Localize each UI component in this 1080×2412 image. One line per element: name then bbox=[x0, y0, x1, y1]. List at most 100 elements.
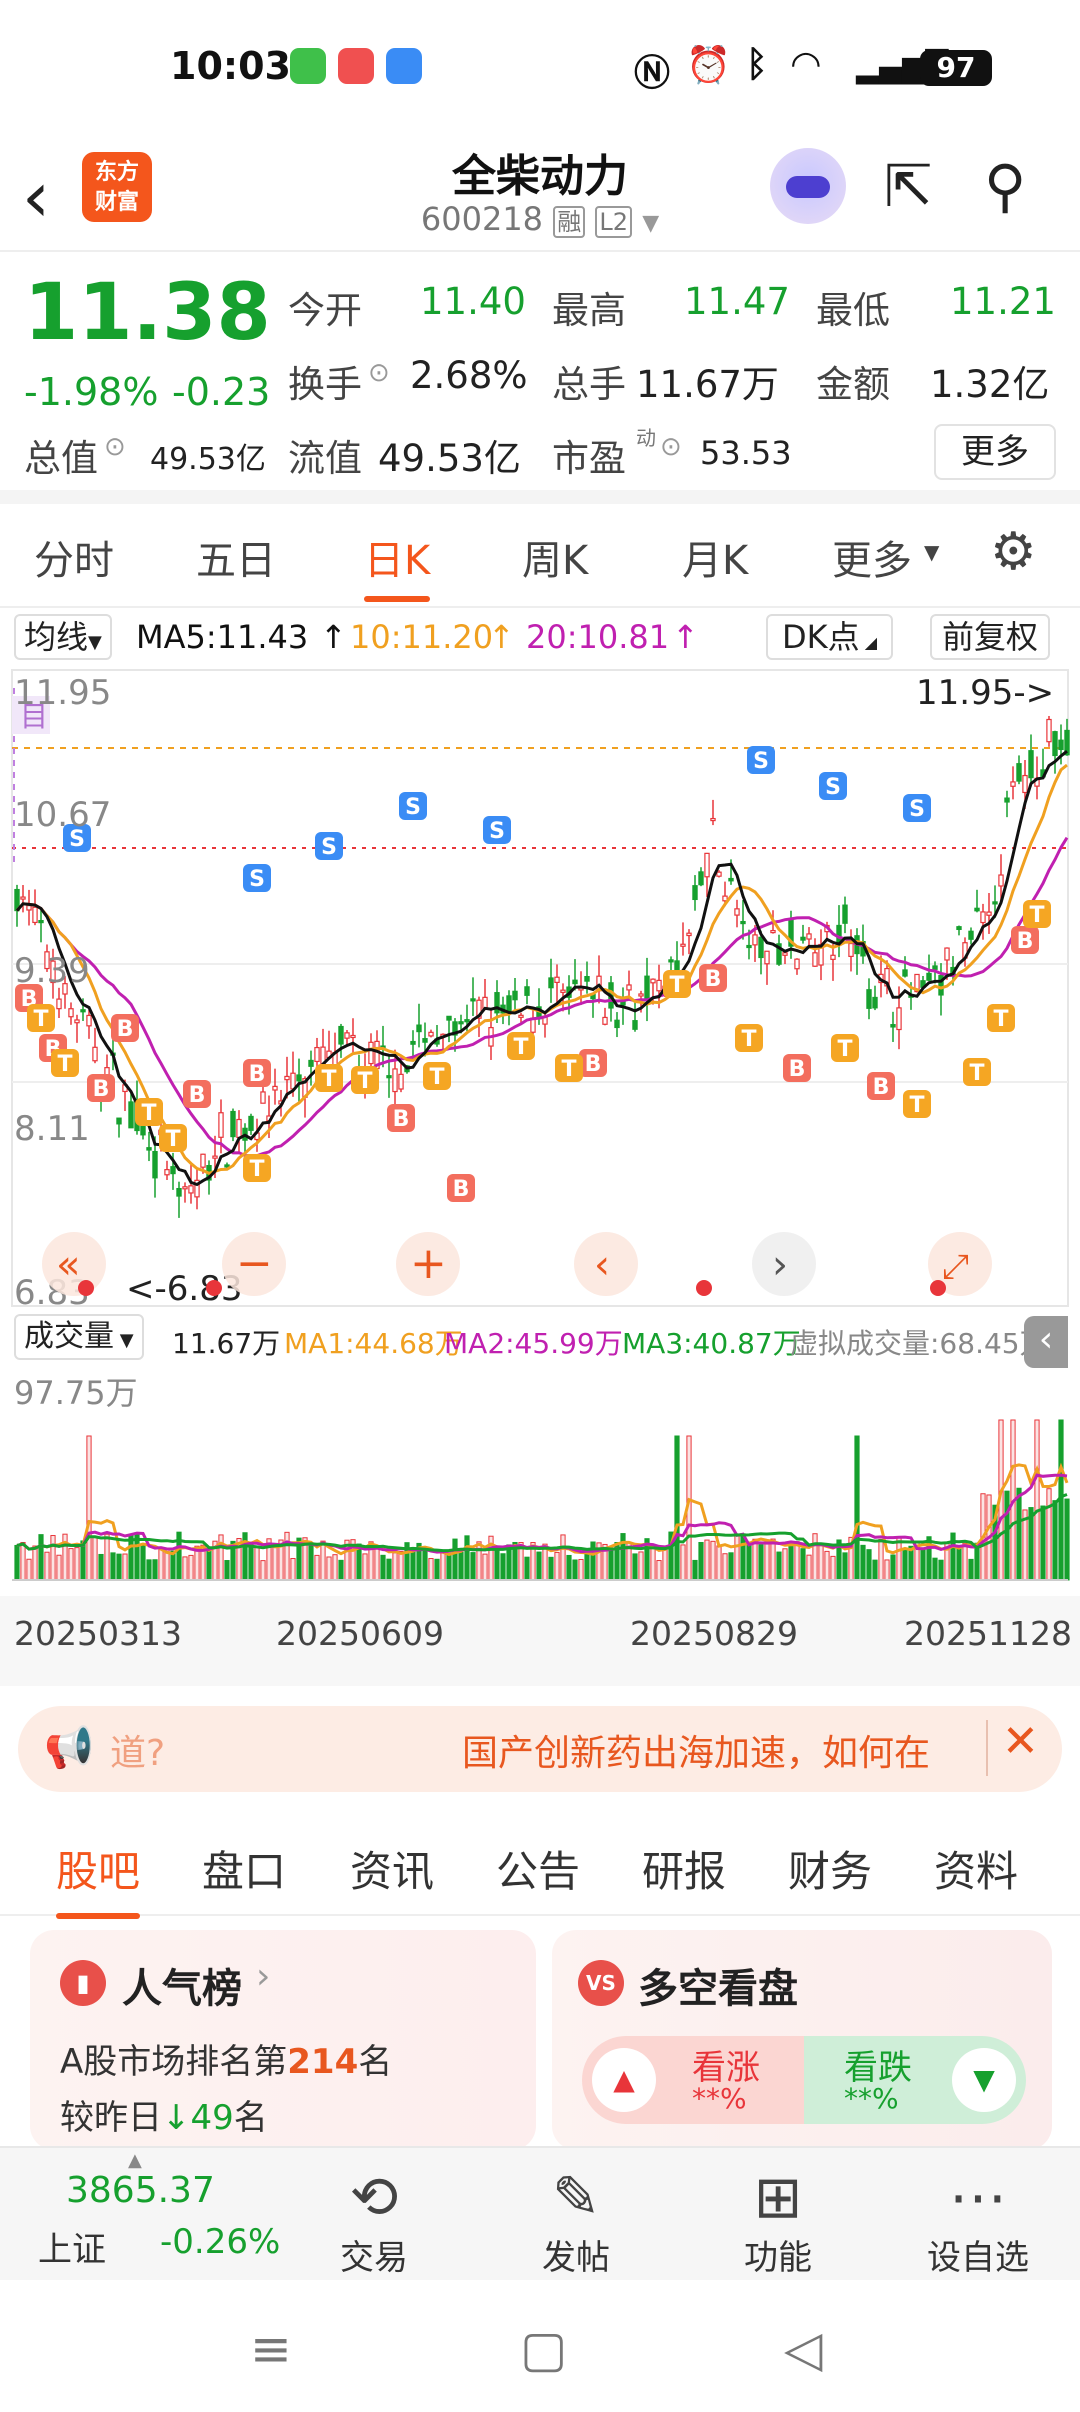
buy-marker[interactable] bbox=[87, 1074, 115, 1102]
app-logo[interactable]: 东方 财富 bbox=[82, 152, 152, 222]
buy-marker[interactable] bbox=[867, 1072, 895, 1100]
stock-code-row[interactable]: 600218 融 L2 ▼ bbox=[0, 200, 1080, 238]
t-marker[interactable] bbox=[735, 1024, 763, 1052]
nav-functions[interactable]: ⊞ 功能 bbox=[698, 2164, 858, 2279]
rewind-button[interactable] bbox=[42, 1232, 106, 1296]
marker-letter: B bbox=[249, 1062, 266, 1087]
buy-marker[interactable] bbox=[1011, 926, 1039, 954]
buy-marker[interactable] bbox=[699, 964, 727, 992]
close-icon[interactable]: ✕ bbox=[1002, 1716, 1039, 1767]
volume-bar bbox=[938, 1559, 944, 1581]
info-icon[interactable]: ⊙ bbox=[660, 432, 682, 462]
menu-icon[interactable]: ≡ bbox=[250, 2320, 292, 2378]
t-marker[interactable] bbox=[27, 1004, 55, 1032]
popularity-card[interactable]: ▮ 人气榜 › A股市场排名第214名 较昨日↓49名 bbox=[30, 1930, 536, 2150]
collapse-panel-icon[interactable]: ‹ bbox=[1024, 1316, 1068, 1368]
buy-marker[interactable] bbox=[447, 1174, 475, 1202]
share-icon[interactable]: ⇱ bbox=[884, 152, 933, 220]
buy-marker[interactable] bbox=[183, 1080, 211, 1108]
ai-assistant-icon[interactable] bbox=[770, 148, 846, 224]
nav-post[interactable]: ✎ 发帖 bbox=[496, 2164, 656, 2279]
tab-five-day[interactable]: 五日 bbox=[196, 538, 276, 584]
volume-select[interactable]: 成交量 ▼ bbox=[14, 1314, 144, 1360]
tab-finance[interactable]: 财务 bbox=[788, 1847, 873, 1896]
t-marker[interactable] bbox=[159, 1124, 187, 1152]
zoom-out-button[interactable] bbox=[222, 1232, 286, 1296]
volume-bar bbox=[482, 1553, 488, 1581]
back-icon[interactable]: ‹ bbox=[22, 156, 50, 238]
marker-letter: T bbox=[33, 1007, 48, 1032]
t-marker[interactable] bbox=[1023, 900, 1051, 928]
candle-body bbox=[638, 993, 644, 997]
volume-bar bbox=[1034, 1419, 1040, 1581]
t-marker[interactable] bbox=[903, 1090, 931, 1118]
buy-marker[interactable] bbox=[111, 1014, 139, 1042]
index-ticker[interactable]: ▲ 3865.37 上证 -0.26% bbox=[0, 2148, 290, 2282]
info-icon[interactable]: ⊙ bbox=[368, 358, 390, 388]
t-marker[interactable] bbox=[831, 1034, 859, 1062]
tab-weekly-k[interactable]: 周K bbox=[522, 538, 589, 584]
t-marker[interactable] bbox=[987, 1004, 1015, 1032]
sell-marker[interactable] bbox=[243, 864, 271, 892]
tab-monthly-k[interactable]: 月K bbox=[682, 538, 749, 584]
battery-icon: 97 bbox=[920, 50, 992, 86]
next-button[interactable] bbox=[752, 1232, 816, 1296]
t-marker[interactable] bbox=[963, 1058, 991, 1086]
back-triangle-icon[interactable]: ◁ bbox=[784, 2320, 823, 2378]
sell-marker[interactable] bbox=[315, 832, 343, 860]
sell-marker[interactable] bbox=[903, 794, 931, 822]
indicator-select[interactable]: 均线▼ bbox=[14, 614, 112, 660]
sell-marker[interactable] bbox=[399, 792, 427, 820]
date-label: 20251128 bbox=[904, 1614, 1072, 1653]
nav-add-watchlist[interactable]: ⋯ 设自选 bbox=[898, 2164, 1058, 2279]
tab-profile[interactable]: 资料 bbox=[934, 1847, 1019, 1896]
status-bar: 10:03 Ⓝ ⏰ ᛒ ◠ ▂▄▆█ 97 bbox=[0, 0, 1080, 140]
marker-letter: S bbox=[249, 867, 265, 892]
tab-more[interactable]: 更多 bbox=[832, 538, 912, 584]
tab-pankou[interactable]: 盘口 bbox=[202, 1847, 287, 1896]
zoom-in-button[interactable] bbox=[396, 1232, 460, 1296]
tab-research[interactable]: 研报 bbox=[642, 1847, 727, 1896]
t-marker[interactable] bbox=[351, 1066, 379, 1094]
t-marker[interactable] bbox=[663, 970, 691, 998]
adjust-button[interactable]: 前复权 bbox=[930, 614, 1051, 660]
open-value: 11.40 bbox=[420, 280, 526, 323]
sell-marker[interactable] bbox=[747, 746, 775, 774]
t-marker[interactable] bbox=[51, 1049, 79, 1077]
t-marker[interactable] bbox=[423, 1062, 451, 1090]
tab-daily-k[interactable]: 日K bbox=[364, 528, 431, 602]
marker-letter: T bbox=[429, 1065, 444, 1090]
t-marker[interactable] bbox=[243, 1154, 271, 1182]
sell-marker[interactable] bbox=[819, 772, 847, 800]
sell-marker[interactable] bbox=[483, 816, 511, 844]
t-marker[interactable] bbox=[555, 1054, 583, 1082]
volume-bar bbox=[284, 1531, 290, 1581]
prev-button[interactable] bbox=[574, 1232, 638, 1296]
buy-marker[interactable] bbox=[243, 1059, 271, 1087]
rank-suffix: 名 bbox=[358, 2042, 393, 2082]
bear-button[interactable]: 看跌 **% ▼ bbox=[804, 2036, 1026, 2124]
home-icon[interactable]: ▢ bbox=[520, 2320, 568, 2378]
bull-button[interactable]: ▲ 看涨 **% bbox=[582, 2036, 804, 2124]
t-marker[interactable] bbox=[315, 1064, 343, 1092]
t-marker[interactable] bbox=[507, 1032, 535, 1060]
tab-news[interactable]: 资讯 bbox=[350, 1847, 435, 1896]
search-icon[interactable]: ⚲ bbox=[984, 152, 1027, 220]
news-ticker[interactable]: 📢 道? 国产创新药出海加速，如何在 ✕ bbox=[18, 1706, 1062, 1792]
dk-point-button[interactable]: DK点 ◢ bbox=[766, 614, 894, 660]
nav-trade[interactable]: ⟲ 交易 bbox=[294, 2164, 454, 2279]
sell-marker[interactable] bbox=[63, 824, 91, 852]
tab-announcements[interactable]: 公告 bbox=[496, 1847, 581, 1896]
buy-marker[interactable] bbox=[783, 1054, 811, 1082]
more-quote-button[interactable]: 更多 bbox=[934, 424, 1056, 480]
t-marker[interactable] bbox=[135, 1098, 163, 1126]
settings-icon[interactable]: ⚙ bbox=[990, 522, 1037, 582]
tab-guba[interactable]: 股吧 bbox=[56, 1838, 141, 1919]
tab-intraday[interactable]: 分时 bbox=[34, 538, 114, 584]
fullscreen-button[interactable] bbox=[928, 1232, 992, 1296]
buy-marker[interactable] bbox=[579, 1049, 607, 1077]
info-icon[interactable]: ⊙ bbox=[104, 432, 126, 462]
candle-body bbox=[830, 954, 836, 960]
buy-marker[interactable] bbox=[387, 1104, 415, 1132]
